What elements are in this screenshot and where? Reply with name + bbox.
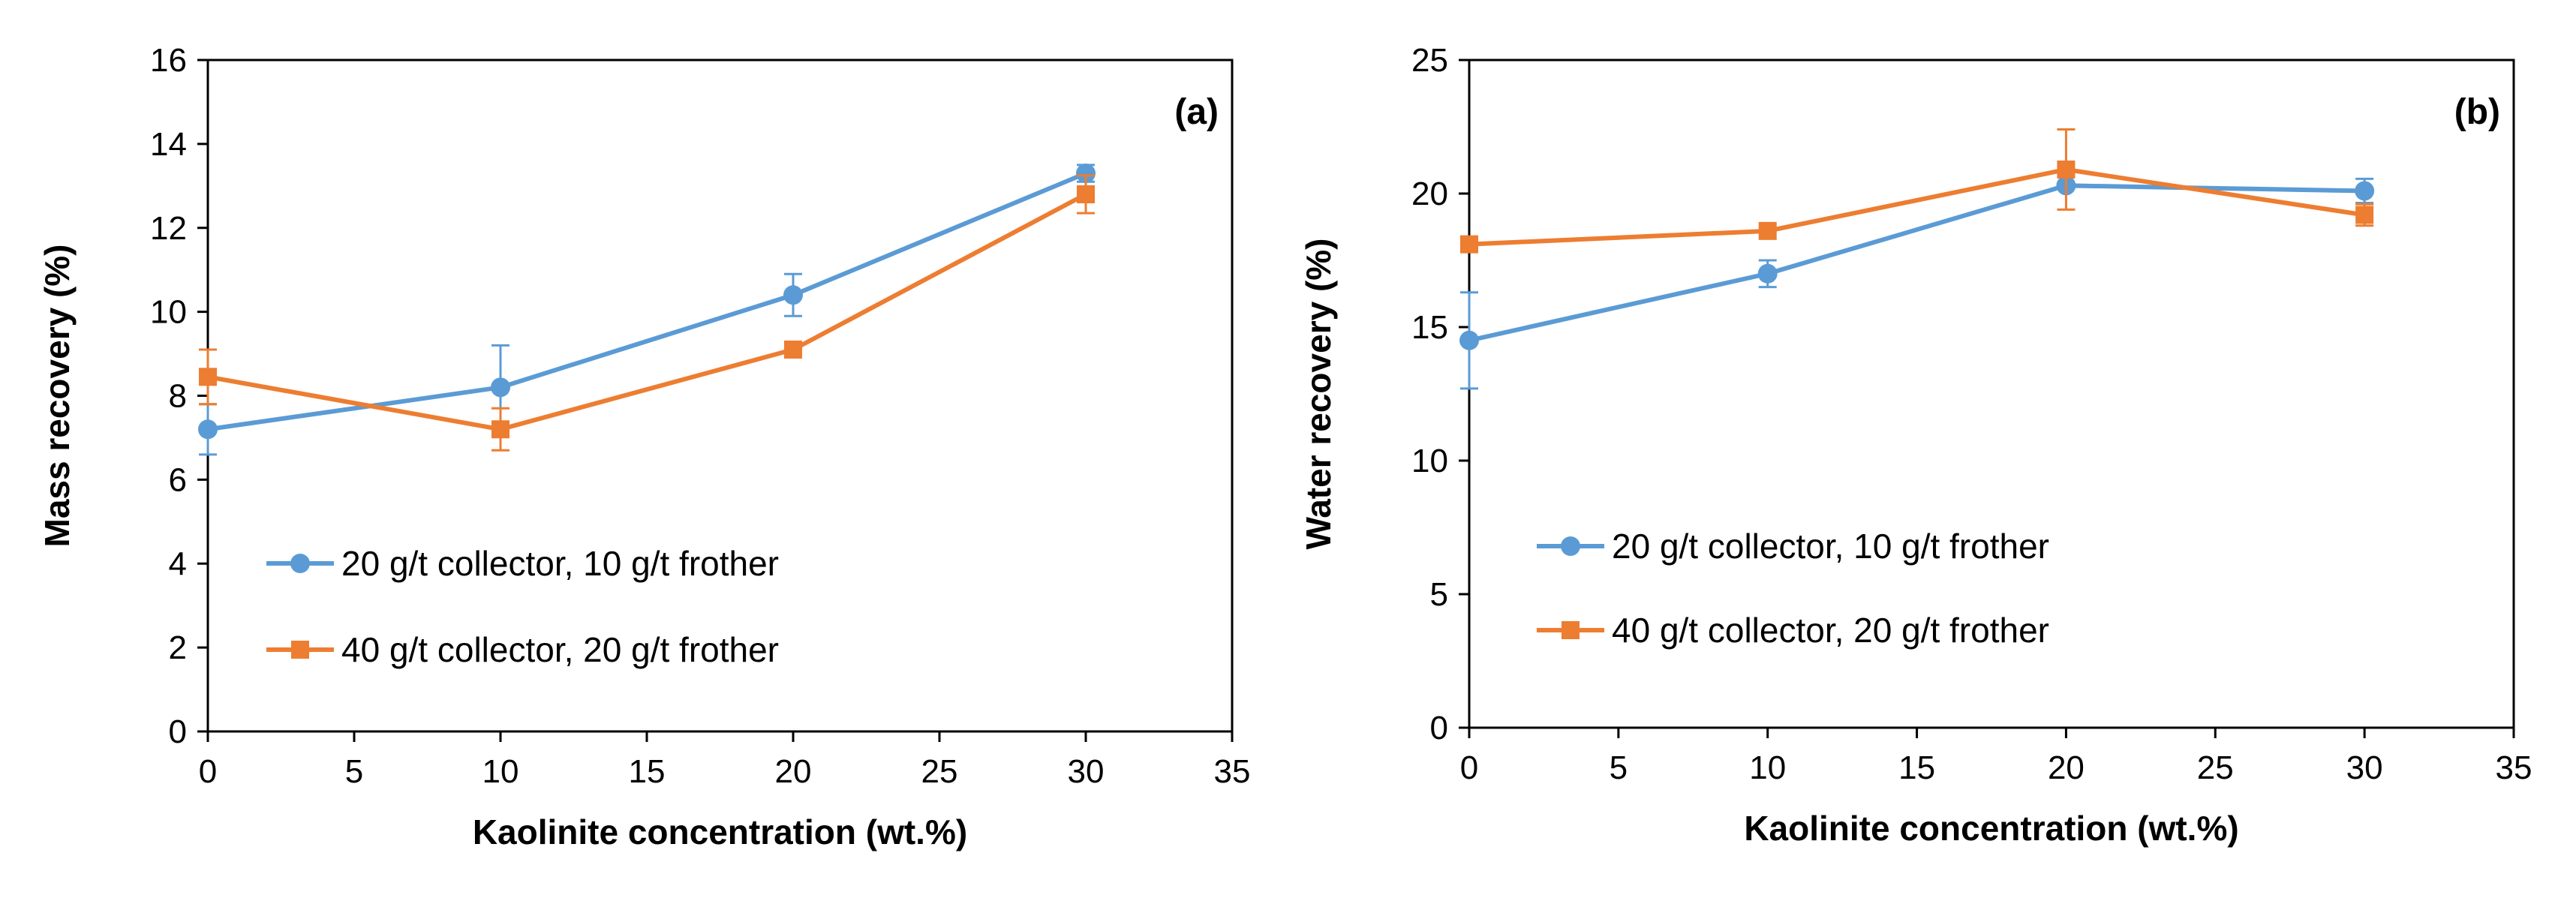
y-tick-label: 25 <box>1411 42 1448 79</box>
x-tick-label: 25 <box>921 753 958 790</box>
legend-label: 40 g/t collector, 20 g/t frother <box>341 630 779 669</box>
x-tick-label: 30 <box>1068 753 1105 790</box>
series-line <box>207 171 1087 432</box>
series-line <box>207 192 1087 432</box>
legend-entry: 40 g/t collector, 20 g/t frother <box>266 630 779 669</box>
x-tick-label: 20 <box>2048 749 2085 786</box>
y-tick-label: 2 <box>169 629 187 666</box>
y-tick-label: 0 <box>1430 710 1448 746</box>
y-tick-label: 16 <box>150 42 187 79</box>
y-tick-label: 6 <box>169 461 187 498</box>
legend-label: 20 g/t collector, 10 g/t frother <box>341 544 779 583</box>
legend-marker <box>290 554 310 573</box>
series-1 <box>198 164 1096 456</box>
y-tick-label: 5 <box>1430 576 1448 613</box>
panel-b: 0 5 10 15 20 25 30 35 0 5 10 15 20 25 Kaolinite concen… <box>1299 42 2532 848</box>
x-tick-label: 15 <box>629 753 666 790</box>
legend-marker <box>291 641 309 659</box>
data-point <box>783 285 803 305</box>
x-tick-label: 15 <box>1898 749 1935 786</box>
data-point <box>1460 235 1478 254</box>
series-line <box>1468 167 2365 247</box>
data-point <box>1757 263 1778 284</box>
y-tick-label: 4 <box>169 545 187 582</box>
series-2 <box>199 174 1095 452</box>
legend-entry: 40 g/t collector, 20 g/t frother <box>1537 611 2049 650</box>
legend-marker <box>1561 536 1580 556</box>
data-point <box>491 377 510 398</box>
x-tick-label: 35 <box>2496 749 2532 786</box>
data-point <box>1077 185 1095 203</box>
y-tick-label: 12 <box>150 210 187 247</box>
panel-label: (b) <box>2454 92 2500 132</box>
y-tick-label: 0 <box>169 713 187 750</box>
data-point <box>2355 181 2375 201</box>
series-1 <box>1459 176 2375 390</box>
y-tick-label: 8 <box>169 378 187 415</box>
x-tick-label: 25 <box>2197 749 2234 786</box>
legend-label: 40 g/t collector, 20 g/t frother <box>1612 611 2049 650</box>
y-tick-label: 10 <box>150 294 187 331</box>
y-axis-title: Mass recovery (%) <box>38 245 77 548</box>
plot-frame <box>1468 59 2515 729</box>
x-tick-label: 10 <box>1749 749 1786 786</box>
data-point <box>198 419 218 440</box>
data-point <box>1459 330 1479 350</box>
x-tick-label: 20 <box>775 753 812 790</box>
legend-entry: 20 g/t collector, 10 g/t frother <box>266 544 779 583</box>
y-tick-label: 20 <box>1411 176 1448 212</box>
x-tick-label: 30 <box>2346 749 2383 786</box>
data-point <box>784 340 802 359</box>
y-tick-label: 14 <box>150 126 187 163</box>
x-axis-title: Kaolinite concentration (wt.%) <box>473 812 967 851</box>
legend-marker <box>1562 621 1580 639</box>
x-tick-label: 0 <box>199 753 217 790</box>
x-axis-title: Kaolinite concentration (wt.%) <box>1744 809 2238 848</box>
legend-label: 20 g/t collector, 10 g/t frother <box>1612 527 2049 566</box>
series-2 <box>1460 128 2374 254</box>
x-tick-label: 10 <box>482 753 519 790</box>
panel-label: (a) <box>1174 92 1219 132</box>
data-point <box>199 368 217 386</box>
panel-a: 0 5 10 15 20 25 30 35 0 2 4 6 8 10 12 14 16 Kaolinite con… <box>38 42 1250 851</box>
x-tick-label: 5 <box>1610 749 1628 786</box>
legend-entry: 20 g/t collector, 10 g/t frother <box>1537 527 2049 566</box>
data-point <box>2355 206 2374 224</box>
y-tick-label: 10 <box>1411 443 1448 479</box>
x-tick-label: 0 <box>1460 749 1478 786</box>
data-point <box>2057 160 2076 179</box>
data-point <box>491 420 509 439</box>
data-point <box>1076 164 1096 184</box>
x-tick-label: 5 <box>345 753 363 790</box>
y-tick-label: 15 <box>1411 309 1448 346</box>
x-tick-label: 35 <box>1214 753 1251 790</box>
data-point <box>1758 221 1777 240</box>
y-axis-title: Water recovery (%) <box>1299 238 1338 549</box>
series-line <box>1468 183 2365 343</box>
